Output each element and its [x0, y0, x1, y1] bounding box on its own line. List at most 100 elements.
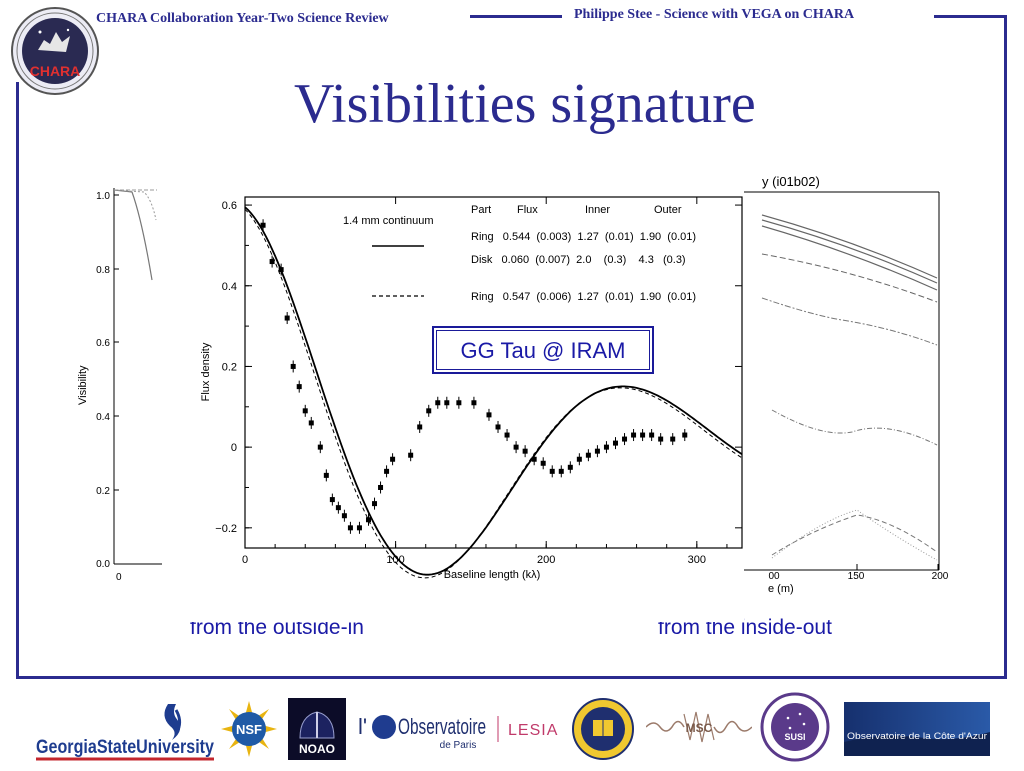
left-ytick: 0.4 [96, 412, 110, 423]
data-point [603, 444, 609, 450]
obs-main-text: Observatoire [398, 714, 486, 739]
data-point [682, 432, 688, 438]
right-xtick: 200 [932, 571, 949, 582]
data-point [347, 525, 353, 531]
data-point [384, 468, 390, 474]
data-point [631, 432, 637, 438]
annotation-text: GG Tau @ IRAM [460, 338, 626, 363]
center-ytick-label: 0.6 [222, 200, 237, 212]
noao-text: NOAO [299, 742, 335, 756]
center-xlabel: Baseline length (kλ) [444, 569, 541, 581]
left-ytick: 1.0 [96, 191, 110, 202]
susi-logo: SUSI [760, 692, 830, 762]
msc-text: MSC [686, 721, 713, 735]
data-point [269, 259, 275, 265]
lesia-text: LESIA [508, 722, 558, 739]
nsf-logo: NSF [220, 700, 278, 758]
oca-logo: Observatoire de la Côte d'Azur [844, 702, 990, 756]
gsu-logo: GeorgiaStateUniversity [36, 700, 216, 766]
center-flux-plot: 0.6 0.4 0.2 0 −0.2 0 100 200 300 Flux density Ba… [162, 160, 744, 622]
data-point [540, 460, 546, 466]
table-header-outer: Outer [654, 204, 682, 216]
data-point [335, 505, 341, 511]
left-ytick: 0.8 [96, 265, 110, 276]
center-ytick-label: 0 [231, 442, 237, 454]
data-point [567, 464, 573, 470]
data-point [444, 400, 450, 406]
chara-logo: CHARA [10, 6, 100, 96]
data-point [278, 267, 284, 273]
right-plot-title: y (i01b02) [762, 174, 820, 189]
data-point [260, 222, 266, 228]
data-point [649, 432, 655, 438]
gsu-text: GeorgiaStateUniversity [36, 737, 214, 758]
data-point [372, 501, 378, 507]
left-ytick: 0.2 [96, 486, 110, 497]
data-point [513, 444, 519, 450]
right-xtick: 150 [848, 571, 865, 582]
center-xtick-label: 300 [688, 554, 706, 566]
table-row-ring-2: Ring 0.547 (0.006) 1.27 (0.01) 1.90 (0.0… [471, 291, 696, 303]
data-point [308, 420, 314, 426]
observatoire-paris-logo: l' Observatoire de Paris [358, 700, 488, 758]
data-point [408, 452, 414, 458]
center-ytick-label: 0.4 [222, 281, 237, 293]
noao-logo: NOAO [288, 698, 346, 760]
left-ylabel: Visibility [77, 365, 89, 405]
data-point [435, 400, 441, 406]
data-point [522, 448, 528, 454]
data-point [329, 497, 335, 503]
table-header-part: Part [471, 204, 491, 216]
data-point [471, 400, 477, 406]
table-header-flux: Flux [517, 204, 538, 216]
frame-bottom-edge [16, 676, 1007, 679]
data-point [486, 412, 492, 418]
left-visibility-plot: 1.0 0.8 0.6 0.4 0.2 0.0 0 Visibility [72, 180, 162, 590]
susi-text: SUSI [784, 732, 805, 742]
table-row-ring: Ring 0.544 (0.003) 1.27 (0.01) 1.90 (0.0… [471, 231, 696, 243]
oca-text: Observatoire de la Côte d'Azur [847, 731, 987, 742]
data-point [290, 363, 296, 369]
svg-text:l': l' [358, 714, 367, 739]
center-xtick-label: 200 [537, 554, 555, 566]
left-xtick: 0 [116, 572, 122, 583]
data-point [323, 472, 329, 478]
data-point [426, 408, 432, 414]
legend-title: 1.4 mm continuum [343, 215, 433, 227]
data-point [558, 468, 564, 474]
data-point [531, 456, 537, 462]
chara-logo-text: CHARA [30, 63, 81, 79]
obs-sub-text: de Paris [440, 740, 477, 751]
center-xtick-label: 0 [242, 554, 248, 566]
header-left-title: CHARA Collaboration Year-Two Science Rev… [96, 11, 389, 26]
data-point [576, 456, 582, 462]
nsf-text: NSF [236, 722, 262, 737]
data-point [549, 468, 555, 474]
data-point [594, 448, 600, 454]
university-seal-logo [572, 698, 634, 760]
lesia-logo: LESIA [494, 714, 566, 744]
slide-title: Visibilities signature [294, 73, 756, 135]
msc-logo: MSC [645, 704, 753, 750]
header-divider-2 [934, 15, 1006, 18]
model-curve-solid [244, 206, 743, 576]
left-ytick: 0.0 [96, 559, 110, 570]
data-point [658, 436, 664, 442]
right-xtick: 00 [768, 571, 780, 582]
data-point [390, 456, 396, 462]
data-point [378, 484, 384, 490]
center-ylabel: Flux density [200, 342, 212, 401]
annotation-box: GG Tau @ IRAM [432, 326, 654, 374]
data-point [504, 432, 510, 438]
data-point [585, 452, 591, 458]
data-point [612, 440, 618, 446]
center-ytick-label: 0.2 [222, 361, 237, 373]
data-point [456, 400, 462, 406]
right-visibility-plot: y (i01b02) 00 150 200 e (m) [742, 170, 957, 595]
data-point [296, 384, 302, 390]
data-point [341, 513, 347, 519]
frame-right-edge [1004, 15, 1007, 678]
data-point [670, 436, 676, 442]
model-curve-dashed [244, 208, 743, 579]
header-divider-1 [470, 15, 562, 18]
